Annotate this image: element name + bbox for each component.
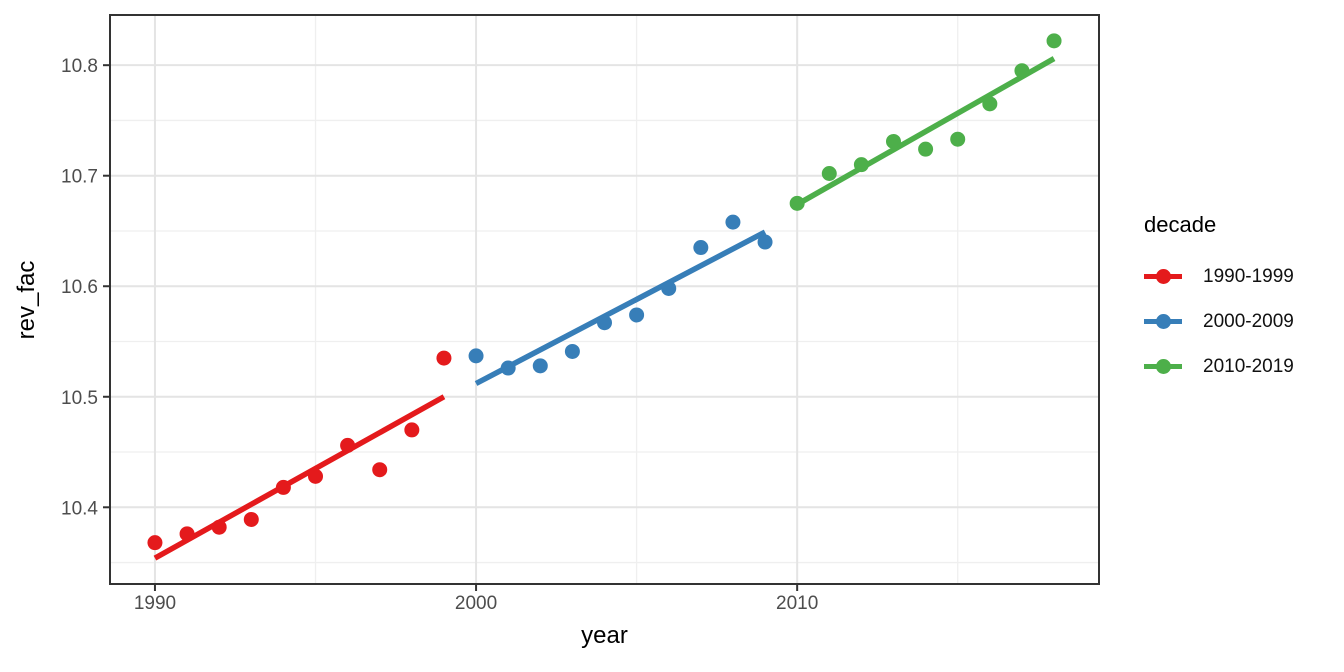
data-point (243, 511, 259, 527)
data-point (821, 165, 837, 181)
legend-key-dot (1155, 314, 1171, 329)
x-tick-label: 2010 (776, 593, 818, 614)
data-point (468, 348, 484, 364)
trend-line (795, 56, 1056, 207)
data-point (918, 141, 934, 157)
trend-line (474, 229, 767, 386)
panel-border (109, 14, 1100, 585)
legend-key-dot (1155, 269, 1171, 284)
legend-key-dot (1155, 359, 1171, 374)
data-point (1014, 63, 1030, 79)
data-point (982, 96, 998, 112)
data-point (757, 234, 773, 250)
legend: decade 1990-1999 2000-2009 2010-2019 (1144, 210, 1294, 389)
data-point (500, 360, 516, 376)
data-point (629, 307, 645, 323)
data-point (597, 315, 612, 331)
y-axis-title: rev_fac (13, 260, 40, 340)
y-tick-label: 10.5 (61, 388, 98, 409)
data-point (950, 131, 966, 147)
trend-line (153, 394, 446, 561)
data-point (725, 214, 741, 230)
y-tick-label: 10.8 (61, 56, 98, 77)
data-point (661, 280, 677, 296)
legend-entry-label: 2010-2019 (1203, 355, 1294, 377)
x-tick-label: 2000 (455, 593, 497, 614)
legend-key-icon (1144, 267, 1182, 287)
legend-entry: 2010-2019 (1144, 344, 1294, 389)
data-point (1046, 33, 1062, 49)
data-point (693, 240, 709, 256)
data-point (372, 462, 388, 478)
data-point (147, 535, 163, 551)
x-tick-label: 1990 (134, 593, 176, 614)
data-point (532, 358, 548, 374)
y-tick-label: 10.4 (61, 498, 98, 519)
legend-title: decade (1144, 212, 1217, 237)
data-point (340, 437, 356, 453)
legend-entry: 2000-2009 (1144, 299, 1294, 344)
data-point (885, 133, 901, 149)
x-axis-title: year (581, 622, 628, 649)
data-point (404, 422, 420, 438)
legend-entry: 1990-1999 (1144, 254, 1294, 299)
y-tick-label: 10.7 (61, 167, 98, 188)
legend-entry-label: 1990-1999 (1203, 265, 1294, 287)
y-tick-label: 10.6 (61, 277, 98, 298)
legend-entry-label: 2000-2009 (1203, 310, 1294, 332)
data-point (436, 350, 452, 366)
legend-entries: 1990-1999 2000-2009 2010-2019 (1144, 254, 1294, 389)
data-point (853, 157, 869, 173)
data-point (308, 468, 324, 484)
data-point (211, 519, 227, 535)
data-point (564, 343, 580, 359)
legend-key-icon (1144, 312, 1182, 332)
data-point (179, 526, 195, 542)
legend-key-icon (1144, 357, 1182, 377)
data-point (789, 195, 805, 211)
data-point (275, 479, 291, 495)
